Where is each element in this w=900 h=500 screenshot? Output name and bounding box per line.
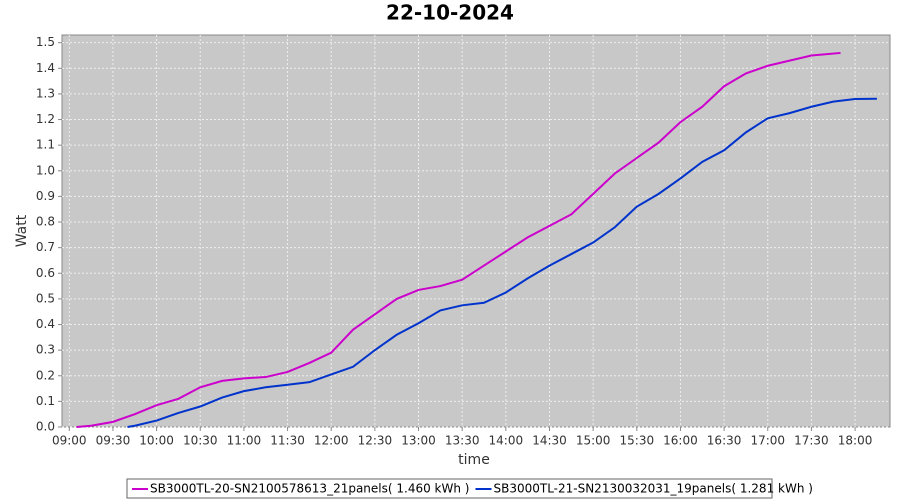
- y-tick-label: 1.5: [36, 35, 55, 49]
- y-tick-label: 0.8: [36, 215, 55, 229]
- x-tick-label: 12:30: [358, 434, 393, 448]
- x-tick-label: 13:00: [401, 434, 436, 448]
- y-tick-label: 1.2: [36, 112, 55, 126]
- y-axis-title: Watt: [14, 214, 30, 247]
- x-tick-label: 14:00: [489, 434, 524, 448]
- y-tick-label: 0.7: [36, 240, 55, 254]
- x-tick-label: 13:30: [445, 434, 480, 448]
- chart-title: 22-10-2024: [386, 1, 514, 25]
- x-tick-label: 14:30: [532, 434, 567, 448]
- y-tick-label: 1.4: [36, 61, 55, 75]
- x-tick-label: 16:30: [707, 434, 742, 448]
- legend: [126, 478, 773, 499]
- y-tick-label: 0.3: [36, 343, 55, 357]
- x-tick-label: 15:30: [620, 434, 655, 448]
- y-tick-label: 0.5: [36, 291, 55, 305]
- legend-label: SB3000TL-20-SN2100578613_21panels( 1.460…: [150, 482, 469, 496]
- x-tick-label: 17:00: [750, 434, 785, 448]
- y-tick-label: 0.2: [36, 368, 55, 382]
- y-tick-label: 1.0: [36, 163, 55, 177]
- y-tick-label: 0.4: [36, 317, 55, 331]
- series-line: [127, 97, 877, 428]
- x-tick-label: 10:00: [139, 434, 174, 448]
- y-tick-label: 1.1: [36, 138, 55, 152]
- x-tick-label: 11:00: [227, 434, 262, 448]
- x-tick-label: 10:30: [183, 434, 218, 448]
- y-tick-label: 0.6: [36, 266, 55, 280]
- x-tick-label: 16:00: [663, 434, 698, 448]
- x-tick-label: 09:00: [52, 434, 87, 448]
- x-tick-label: 15:00: [576, 434, 611, 448]
- x-tick-label: 17:30: [794, 434, 829, 448]
- x-tick-label: 18:00: [838, 434, 873, 448]
- x-axis-title: time: [458, 452, 490, 468]
- x-tick-label: 11:30: [270, 434, 305, 448]
- y-tick-label: 0.0: [36, 420, 55, 434]
- x-tick-label: 09:30: [96, 434, 131, 448]
- x-tick-label: 12:00: [314, 434, 349, 448]
- legend-label: SB3000TL-21-SN2130032031_19panels( 1.281…: [493, 482, 812, 496]
- y-tick-label: 0.9: [36, 189, 55, 203]
- y-tick-label: 0.1: [36, 394, 55, 408]
- y-tick-label: 1.3: [36, 86, 55, 100]
- series-line: [76, 51, 841, 428]
